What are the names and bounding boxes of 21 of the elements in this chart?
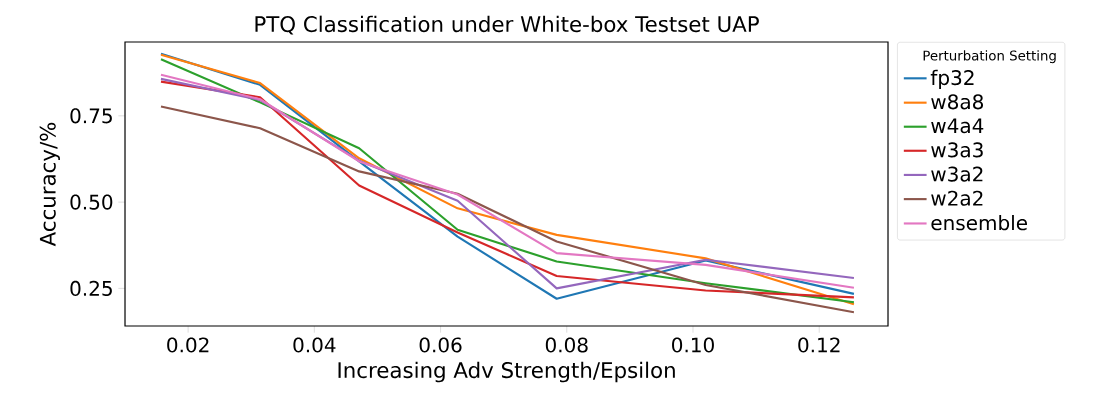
line-series	[159, 105, 855, 314]
x-tick-label: 0.12	[798, 337, 840, 353]
x-tick-label: 0.06	[419, 337, 462, 353]
chart-title: PTQ Classification under White-box Testset UAP	[255, 15, 759, 35]
legend-label: ensemble	[931, 214, 1027, 231]
legend-label: fp32	[930, 69, 974, 90]
x-tick-label: 0.10	[672, 337, 714, 353]
legend-label: w2a2	[931, 190, 983, 206]
y-tick-label: 0.75	[70, 108, 112, 124]
legend-title: Perturbation Setting	[923, 50, 1056, 64]
y-tick-label: 0.50	[70, 194, 113, 210]
legend-label: w3a2	[931, 166, 983, 182]
legend-label: w8a8	[931, 94, 984, 110]
x-tick-label: 0.04	[293, 337, 336, 353]
x-axis-title: Increasing Adv Strength/Epsilon	[338, 361, 675, 383]
y-axis-title: Accuracy/%	[39, 122, 60, 247]
y-tick-label: 0.25	[70, 280, 112, 296]
x-tick-label: 0.08	[545, 337, 588, 353]
legend-label: w4a4	[931, 118, 984, 134]
x-tick-label: 0.02	[167, 337, 209, 353]
legend-label: w3a3	[931, 142, 983, 158]
